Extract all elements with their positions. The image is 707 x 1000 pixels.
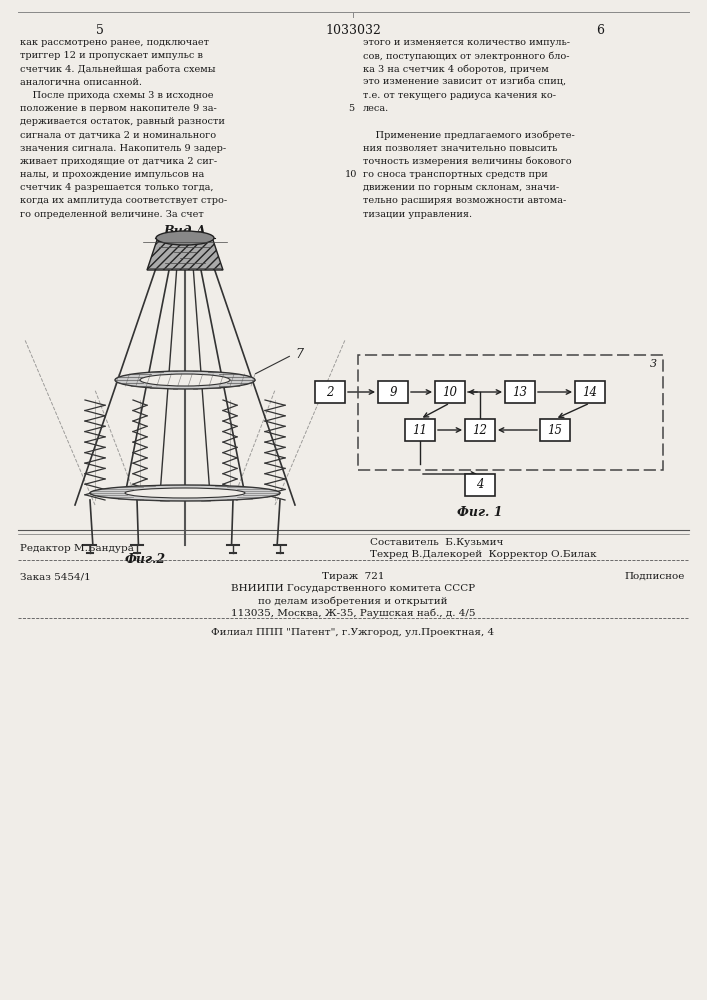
Text: Фиг.2: Фиг.2: [124, 553, 165, 566]
Ellipse shape: [125, 488, 245, 498]
Text: держивается остаток, равный разности: держивается остаток, равный разности: [20, 117, 225, 126]
Text: 15: 15: [547, 424, 563, 436]
Text: 2: 2: [326, 385, 334, 398]
Text: живает приходящие от датчика 2 сиг-: живает приходящие от датчика 2 сиг-: [20, 157, 217, 166]
Text: триггер 12 и пропускает импульс в: триггер 12 и пропускает импульс в: [20, 51, 203, 60]
Text: Применение предлагаемого изобрете-: Применение предлагаемого изобрете-: [363, 130, 575, 140]
Text: тизации управления.: тизации управления.: [363, 210, 472, 219]
Text: положение в первом накопителе 9 за-: положение в первом накопителе 9 за-: [20, 104, 217, 113]
Text: движении по горным склонам, значи-: движении по горным склонам, значи-: [363, 183, 559, 192]
Text: т.е. от текущего радиуса качения ко-: т.е. от текущего радиуса качения ко-: [363, 91, 556, 100]
Text: го определенной величине. За счет: го определенной величине. За счет: [20, 210, 204, 219]
Text: это изменение зависит от изгиба спиц,: это изменение зависит от изгиба спиц,: [363, 78, 566, 87]
Text: ния позволяет значительно повысить: ния позволяет значительно повысить: [363, 144, 557, 153]
Text: этого и изменяется количество импуль-: этого и изменяется количество импуль-: [363, 38, 570, 47]
Text: Тираж  721: Тираж 721: [322, 572, 384, 581]
Text: аналогична описанной.: аналогична описанной.: [20, 78, 142, 87]
Text: ка 3 на счетчик 4 оборотов, причем: ка 3 на счетчик 4 оборотов, причем: [363, 64, 549, 74]
Bar: [465, 419, 495, 441]
Text: счетчик 4 разрешается только тогда,: счетчик 4 разрешается только тогда,: [20, 183, 214, 192]
Text: 10: 10: [443, 385, 457, 398]
Text: 7: 7: [295, 349, 303, 361]
Text: 11: 11: [412, 424, 428, 436]
Text: значения сигнала. Накопитель 9 задер-: значения сигнала. Накопитель 9 задер-: [20, 144, 226, 153]
Text: 5: 5: [96, 24, 104, 37]
Text: Составитель  Б.Кузьмич: Составитель Б.Кузьмич: [370, 538, 503, 547]
Bar: [540, 419, 570, 441]
Text: 6: 6: [596, 24, 604, 37]
Text: сов, поступающих от электронного бло-: сов, поступающих от электронного бло-: [363, 51, 570, 61]
Text: Филиал ППП "Патент", г.Ужгород, ул.Проектная, 4: Филиал ППП "Патент", г.Ужгород, ул.Проек…: [211, 628, 495, 637]
Polygon shape: [147, 240, 223, 270]
Bar: [505, 381, 535, 403]
Text: После прихода схемы 3 в исходное: После прихода схемы 3 в исходное: [20, 91, 214, 100]
Text: когда их амплитуда соответствует стро-: когда их амплитуда соответствует стро-: [20, 196, 227, 205]
Text: сигнала от датчика 2 и номинального: сигнала от датчика 2 и номинального: [20, 130, 216, 139]
Bar: [575, 381, 605, 403]
Text: леса.: леса.: [363, 104, 390, 113]
Text: 10: 10: [345, 170, 357, 179]
Text: Заказ 5454/1: Заказ 5454/1: [20, 572, 90, 581]
Text: Техред В.Далекорей  Корректор О.Билак: Техред В.Далекорей Корректор О.Билак: [370, 550, 597, 559]
Text: по делам изобретения и открытий: по делам изобретения и открытий: [258, 596, 448, 605]
Text: 113035, Москва, Ж-35, Раушская наб., д. 4/5: 113035, Москва, Ж-35, Раушская наб., д. …: [230, 608, 475, 617]
Text: Редактор М.Бандура: Редактор М.Бандура: [20, 544, 134, 553]
Text: ВНИИПИ Государственного комитета СССР: ВНИИПИ Государственного комитета СССР: [231, 584, 475, 593]
Text: 1033032: 1033032: [325, 24, 381, 37]
Text: счетчик 4. Дальнейшая работа схемы: счетчик 4. Дальнейшая работа схемы: [20, 64, 216, 74]
Text: 4: 4: [477, 479, 484, 491]
Text: тельно расширяя возможности автома-: тельно расширяя возможности автома-: [363, 196, 566, 205]
Bar: [405, 419, 435, 441]
Text: 12: 12: [472, 424, 488, 436]
Ellipse shape: [90, 485, 280, 501]
Bar: [315, 381, 345, 403]
Bar: [465, 474, 495, 496]
Text: го сноса транспортных средств при: го сноса транспортных средств при: [363, 170, 548, 179]
Text: 9: 9: [390, 385, 397, 398]
Bar: [435, 381, 465, 403]
Text: как рассмотрено ранее, подключает: как рассмотрено ранее, подключает: [20, 38, 209, 47]
Text: 13: 13: [513, 385, 527, 398]
Ellipse shape: [115, 371, 255, 389]
Text: 5: 5: [348, 104, 354, 113]
Text: 3: 3: [650, 359, 657, 369]
Text: точность измерения величины бокового: точность измерения величины бокового: [363, 157, 572, 166]
Text: 14: 14: [583, 385, 597, 398]
Text: налы, и прохождение импульсов на: налы, и прохождение импульсов на: [20, 170, 204, 179]
Ellipse shape: [140, 374, 230, 386]
Ellipse shape: [156, 231, 214, 245]
Bar: [378, 381, 408, 403]
Text: Фиг. 1: Фиг. 1: [457, 506, 503, 519]
Text: Подписное: Подписное: [624, 572, 685, 581]
Bar: [358, 355, 663, 470]
Text: Вид А: Вид А: [163, 225, 206, 238]
